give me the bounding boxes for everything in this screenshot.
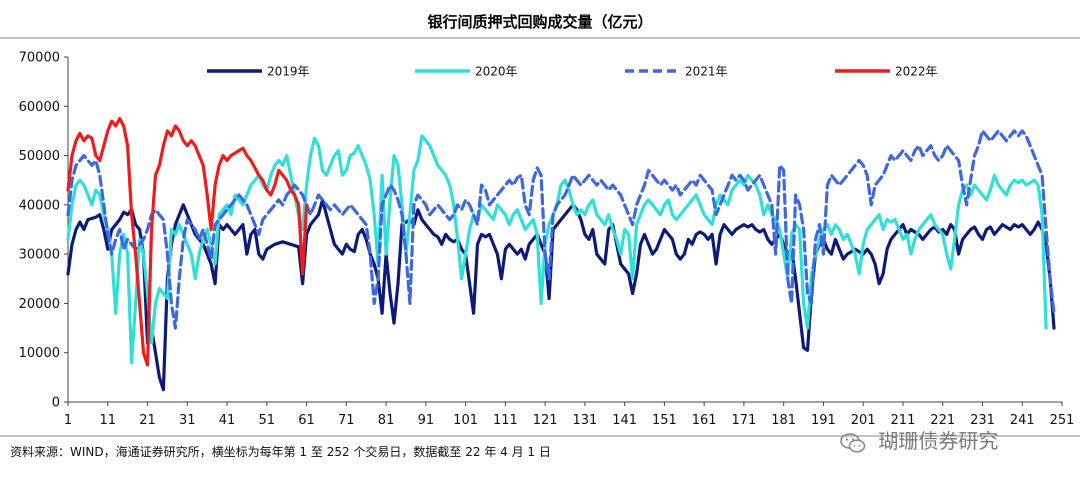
legend-label-4: 2022年 bbox=[895, 65, 938, 79]
y-tick-label: 60000 bbox=[19, 100, 60, 115]
series-line-2 bbox=[66, 134, 1048, 365]
x-tick-label: 131 bbox=[572, 413, 597, 428]
x-tick-label: 41 bbox=[219, 413, 236, 428]
watermark: 瑚珊债券研究 bbox=[840, 425, 1060, 455]
y-tick-label: 20000 bbox=[19, 297, 60, 312]
x-tick-label: 191 bbox=[811, 413, 836, 428]
x-tick-label: 91 bbox=[418, 413, 435, 428]
x-tick-label: 101 bbox=[453, 413, 478, 428]
legend: 2019年 2020年 2021年 2022年 bbox=[207, 65, 938, 79]
x-tick-label: 1 bbox=[64, 413, 72, 428]
x-tick-label: 11 bbox=[99, 413, 116, 428]
x-tick-label: 111 bbox=[493, 413, 518, 428]
x-tick-label: 161 bbox=[692, 413, 717, 428]
x-tick-label: 211 bbox=[891, 413, 916, 428]
x-tick-label: 201 bbox=[851, 413, 876, 428]
series-line-3 bbox=[66, 129, 1056, 330]
legend-label-2: 2020年 bbox=[475, 65, 518, 79]
y-tick-label: 50000 bbox=[19, 149, 60, 164]
x-tick-label: 71 bbox=[338, 413, 355, 428]
x-tick-label: 151 bbox=[652, 413, 677, 428]
x-tick-label: 61 bbox=[298, 413, 315, 428]
x-tick-label: 21 bbox=[139, 413, 156, 428]
wechat-icon bbox=[840, 432, 866, 453]
x-tick-label: 241 bbox=[1010, 413, 1035, 428]
y-tick-label: 70000 bbox=[19, 51, 60, 66]
series-line-1 bbox=[66, 198, 1056, 392]
x-tick-label: 171 bbox=[732, 413, 757, 428]
x-tick-label: 121 bbox=[533, 413, 558, 428]
legend-label-1: 2019年 bbox=[267, 65, 310, 79]
source-note: 资料来源：WIND，海通证券研究所，横坐标为每年第 1 至 252 个交易日，数… bbox=[10, 445, 551, 459]
y-tick-label: 10000 bbox=[19, 346, 60, 361]
chart-title: 银行间质押式回购成交量（亿元） bbox=[427, 13, 652, 31]
x-tick-label: 141 bbox=[612, 413, 637, 428]
x-tick-label: 221 bbox=[930, 413, 955, 428]
x-tick-label: 81 bbox=[378, 413, 395, 428]
series-layer bbox=[66, 117, 1056, 392]
watermark-text: 瑚珊债券研究 bbox=[878, 429, 999, 453]
x-tick-label: 51 bbox=[259, 413, 276, 428]
x-tick-label: 231 bbox=[970, 413, 995, 428]
series-line-4 bbox=[66, 117, 309, 367]
x-tick-label: 181 bbox=[771, 413, 796, 428]
y-tick-label: 40000 bbox=[19, 198, 60, 213]
x-tick-label: 251 bbox=[1050, 413, 1075, 428]
y-tick-label: 0 bbox=[52, 396, 60, 411]
y-tick-label: 30000 bbox=[19, 248, 60, 263]
x-tick-label: 31 bbox=[179, 413, 196, 428]
legend-label-3: 2021年 bbox=[685, 65, 728, 79]
